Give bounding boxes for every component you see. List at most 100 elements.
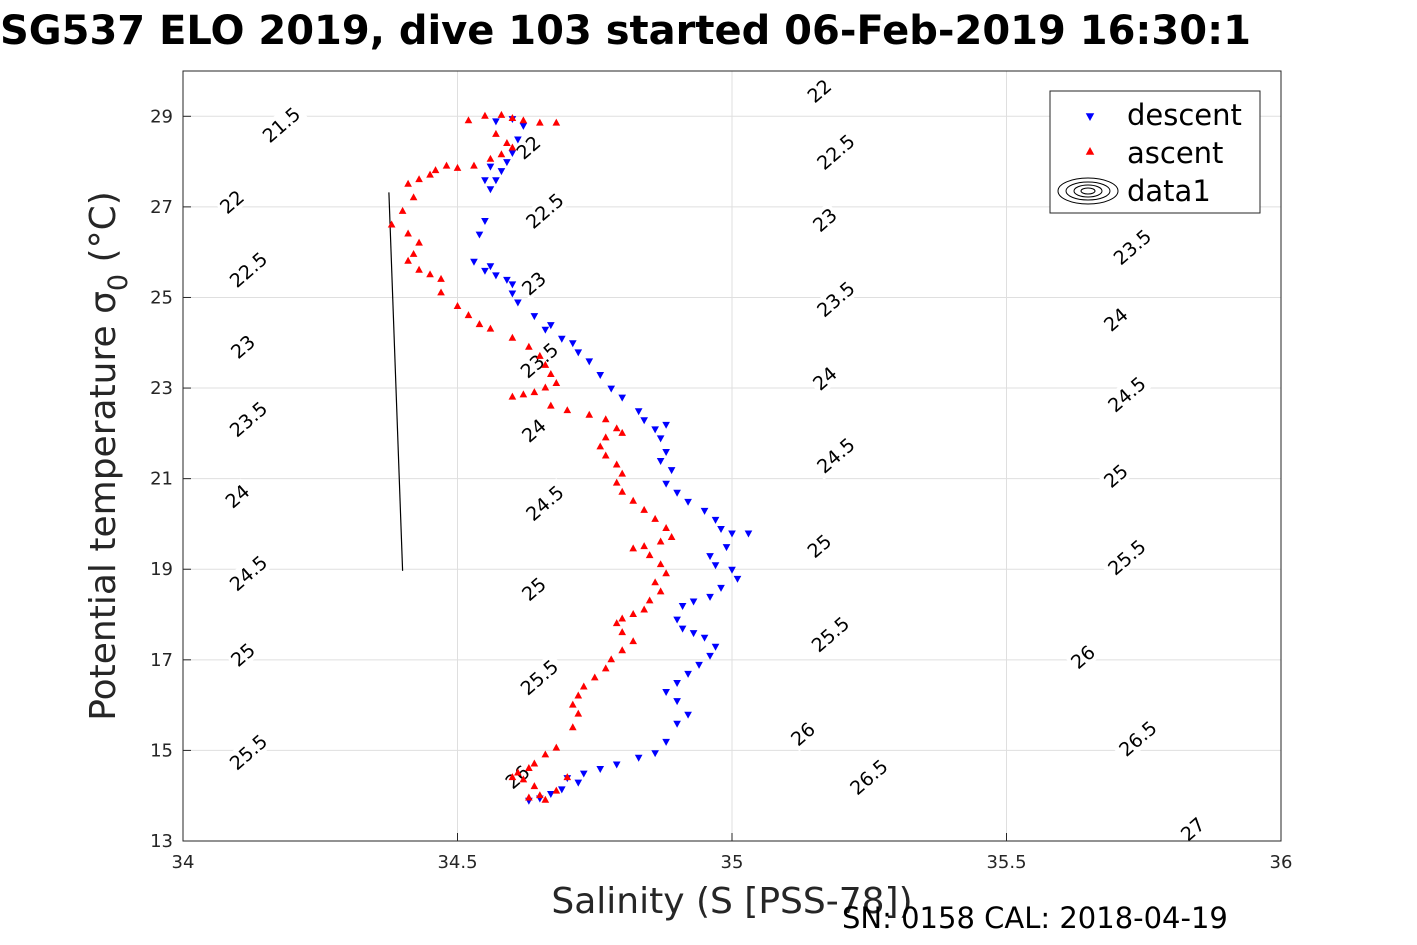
descent-point — [717, 525, 725, 533]
ascent-point — [470, 161, 478, 169]
descent-point — [574, 779, 583, 787]
y-axis-ticks: 13 15 17 19 21 23 25 27 29 — [150, 106, 191, 852]
ascent-point — [618, 614, 627, 622]
descent-point — [503, 159, 511, 167]
ascent-point — [612, 460, 621, 468]
ascent-point — [525, 764, 533, 772]
legend-box — [1049, 90, 1261, 214]
y-tick-label: 17 — [150, 650, 173, 671]
contour-label-bg — [1064, 639, 1101, 675]
legend: descent ascent data1 — [1049, 90, 1261, 214]
ascent-point — [497, 110, 506, 118]
descent-point — [673, 698, 681, 706]
ascent-point — [645, 596, 654, 604]
footer-serial-cal: SN: 0158 CAL: 2018-04-19 — [842, 901, 1228, 935]
contour-label-bg — [809, 127, 862, 177]
ascent-point — [629, 637, 638, 645]
descent-point — [706, 593, 714, 601]
legend-contour-icon — [1057, 177, 1119, 205]
descent-point — [475, 231, 484, 239]
descent-series — [470, 116, 753, 805]
contour-label-bg — [510, 129, 547, 165]
ascent-point — [508, 773, 517, 781]
ascent-point — [541, 383, 550, 391]
contour-label-bg — [515, 571, 552, 607]
legend-contour-ring — [1057, 177, 1119, 205]
descent-point — [728, 530, 736, 538]
ascent-point — [656, 537, 665, 545]
ascent-point — [464, 311, 473, 319]
legend-ascent-label: ascent — [1127, 136, 1223, 170]
y-tick-label: 15 — [150, 740, 173, 761]
ascent-point — [409, 193, 418, 201]
descent-point — [667, 467, 676, 475]
contour-label-bg — [518, 478, 571, 528]
y-axis-label: Potential temperature σ0 (°C) — [83, 191, 134, 721]
ascent-point — [547, 369, 555, 377]
descent-point — [492, 118, 500, 126]
ascent-point — [629, 496, 638, 504]
ascent-point — [596, 442, 605, 450]
contour-label-bg — [499, 759, 536, 795]
y-axis-label-unit: (°C) — [83, 191, 124, 274]
descent-point — [486, 163, 495, 171]
y-tick-label: 13 — [150, 831, 173, 852]
y-tick-label: 19 — [150, 559, 173, 580]
y-tick-label: 29 — [150, 106, 173, 127]
contour-label-bg — [518, 185, 571, 236]
descent-point — [651, 426, 659, 434]
ascent-point — [536, 118, 544, 126]
descent-point — [492, 272, 500, 280]
ascent-point — [481, 111, 489, 119]
ascent-point — [514, 768, 522, 776]
ascent-point — [618, 428, 627, 436]
descent-point — [557, 335, 566, 343]
descent-point — [733, 575, 742, 583]
y-axis-label-main: Potential temperature σ — [83, 291, 124, 721]
ascent-point — [612, 619, 621, 627]
descent-point — [651, 750, 659, 758]
ascent-point — [541, 795, 550, 803]
ascent-point — [536, 791, 544, 799]
ascent-point — [563, 773, 572, 781]
legend-ascent-marker — [1085, 147, 1095, 155]
ascent-point — [629, 610, 638, 618]
ascent-point — [415, 265, 423, 273]
descent-point — [514, 299, 522, 307]
ascent-point — [541, 360, 550, 368]
descent-point — [596, 766, 605, 774]
descent-point — [640, 417, 648, 425]
ascent-point — [398, 206, 407, 214]
contour-label-bg — [801, 528, 837, 564]
ascent-point — [662, 523, 670, 531]
descent-point — [722, 544, 731, 552]
contour-line — [388, 192, 404, 571]
ascent-series — [387, 110, 676, 803]
ascent-point — [492, 129, 500, 137]
ascent-point — [585, 410, 594, 418]
contour-label-bg — [219, 478, 256, 514]
ascent-point — [453, 302, 462, 310]
descent-point — [673, 489, 681, 497]
contour-label-bg — [1174, 811, 1211, 847]
descent-point — [656, 435, 665, 443]
contour-label-bg — [1097, 301, 1134, 337]
descent-point — [492, 177, 500, 185]
ascent-point — [508, 114, 517, 122]
descent-point — [547, 790, 555, 798]
descent-point — [662, 421, 670, 429]
ascent-point — [618, 469, 627, 477]
contour-label-bg — [513, 335, 566, 385]
ascent-point — [552, 379, 561, 387]
density-contours — [388, 192, 404, 571]
ascent-point — [541, 750, 550, 758]
ascent-point — [519, 116, 528, 124]
ascent-point — [486, 154, 495, 162]
ascent-point — [552, 118, 561, 126]
ascent-point — [387, 220, 396, 228]
descent-point — [684, 670, 692, 678]
contour-label-bg — [224, 637, 261, 673]
descent-point — [514, 136, 522, 144]
chart-title: SG537 ELO 2019, dive 103 started 06-Feb-… — [0, 8, 1251, 54]
descent-point — [618, 394, 627, 402]
